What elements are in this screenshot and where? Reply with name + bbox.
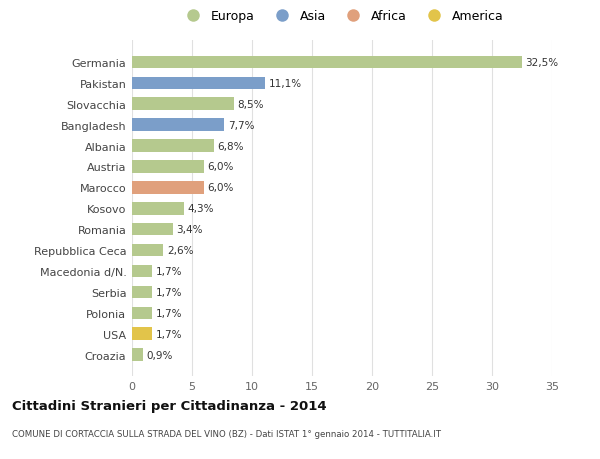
Text: 2,6%: 2,6%: [167, 246, 193, 256]
Bar: [132, 224, 173, 236]
Text: 3,4%: 3,4%: [176, 225, 203, 235]
Text: 6,8%: 6,8%: [217, 141, 244, 151]
Text: 1,7%: 1,7%: [156, 266, 182, 276]
Bar: [132, 202, 184, 215]
Legend: Europa, Asia, Africa, America: Europa, Asia, Africa, America: [176, 6, 508, 28]
Bar: [132, 98, 234, 111]
Text: 1,7%: 1,7%: [156, 287, 182, 297]
Text: 11,1%: 11,1%: [269, 78, 302, 89]
Text: 1,7%: 1,7%: [156, 308, 182, 318]
Bar: [132, 140, 214, 152]
Text: 6,0%: 6,0%: [208, 183, 234, 193]
Bar: [132, 78, 265, 90]
Text: Cittadini Stranieri per Cittadinanza - 2014: Cittadini Stranieri per Cittadinanza - 2…: [12, 399, 326, 412]
Bar: [132, 286, 152, 298]
Bar: [132, 161, 204, 174]
Bar: [132, 119, 224, 132]
Bar: [132, 56, 522, 69]
Bar: [132, 265, 152, 278]
Text: 8,5%: 8,5%: [238, 100, 264, 110]
Text: 0,9%: 0,9%: [146, 350, 173, 360]
Bar: [132, 307, 152, 319]
Bar: [132, 182, 204, 194]
Text: 4,3%: 4,3%: [187, 204, 214, 214]
Bar: [132, 328, 152, 340]
Bar: [132, 244, 163, 257]
Text: COMUNE DI CORTACCIA SULLA STRADA DEL VINO (BZ) - Dati ISTAT 1° gennaio 2014 - TU: COMUNE DI CORTACCIA SULLA STRADA DEL VIN…: [12, 429, 441, 438]
Text: 7,7%: 7,7%: [228, 120, 254, 130]
Text: 6,0%: 6,0%: [208, 162, 234, 172]
Text: 32,5%: 32,5%: [526, 58, 559, 68]
Bar: [132, 349, 143, 361]
Text: 1,7%: 1,7%: [156, 329, 182, 339]
